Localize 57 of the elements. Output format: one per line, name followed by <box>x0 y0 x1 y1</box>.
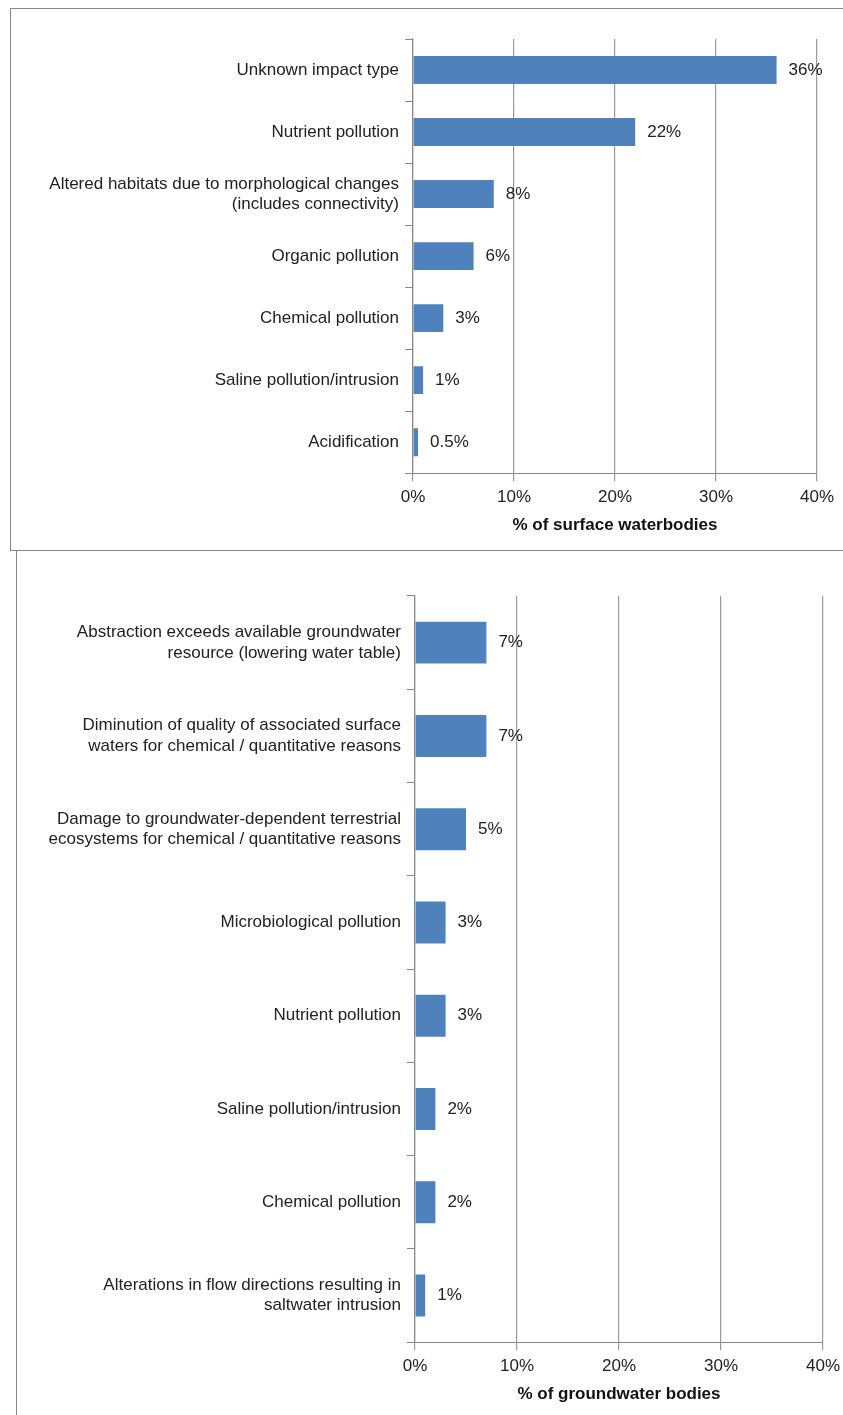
y-tick-label: Damage to groundwater-dependent terrestrial ecosystems for chemical / quantitative reasons <box>48 808 401 849</box>
x-tick-label: 0% <box>402 1356 428 1376</box>
bar <box>413 242 474 271</box>
data-label: 5% <box>478 818 503 838</box>
data-label: 3% <box>457 912 483 932</box>
x-axis-title: % of surface waterbodies <box>512 515 718 535</box>
y-tick-label: Saline pollution/intrusion <box>216 1098 401 1118</box>
bar <box>415 621 487 664</box>
data-label: 22% <box>647 121 682 141</box>
x-tick-label: 10% <box>496 487 532 507</box>
bar <box>415 714 487 757</box>
x-tick-label: 0% <box>400 487 426 507</box>
y-tick-label: Chemical pollution <box>260 307 399 327</box>
y-tick-label: Organic pollution <box>271 245 399 265</box>
y-tick-label: Nutrient pollution <box>273 1005 401 1025</box>
data-label: 1% <box>435 369 460 389</box>
y-tick-label: Microbiological pollution <box>220 912 401 932</box>
data-label: 1% <box>437 1285 462 1305</box>
x-tick-label: 30% <box>703 1356 739 1376</box>
bar <box>413 118 636 146</box>
bar <box>413 366 424 395</box>
y-tick-label: Nutrient pollution <box>271 121 399 141</box>
data-label: 2% <box>447 1191 472 1211</box>
x-tick-label: 10% <box>499 1356 535 1376</box>
data-label: 3% <box>457 1005 483 1025</box>
y-tick-label: Diminution of quality of associated surface waters for chemical / quantitative reasons <box>82 715 401 755</box>
bar <box>413 428 419 457</box>
x-tick-label: 40% <box>805 1356 841 1376</box>
data-label: 36% <box>788 59 823 79</box>
data-label: 7% <box>498 725 523 745</box>
data-label: 8% <box>505 183 531 203</box>
x-axis-title: % of groundwater bodies <box>517 1384 721 1404</box>
bar <box>415 1088 436 1130</box>
bar <box>413 304 444 333</box>
y-tick-label: Abstraction exceeds available groundwater resource (lowering water table) <box>76 622 402 662</box>
y-tick-label: Saline pollution/intrusion <box>214 369 399 389</box>
bar <box>415 994 446 1037</box>
data-label: 6% <box>485 245 511 265</box>
data-label: 3% <box>455 307 480 327</box>
y-tick-label: Chemical pollution <box>262 1191 401 1211</box>
y-tick-label: Alterations in flow directions resulting in saltwater intrusion <box>103 1275 401 1315</box>
bar <box>415 901 446 944</box>
bar <box>413 180 494 209</box>
data-label: 2% <box>447 1098 472 1118</box>
x-tick-label: 20% <box>597 487 633 507</box>
bar <box>415 808 466 851</box>
data-label: 0.5% <box>430 431 469 451</box>
y-tick-label: Acidification <box>308 431 399 451</box>
bar <box>415 1274 426 1317</box>
y-tick-label: Altered habitats due to morphological changes (includes connectivity) <box>49 173 399 213</box>
x-tick-label: 20% <box>601 1356 637 1376</box>
data-label: 7% <box>498 632 523 652</box>
x-tick-label: 40% <box>799 487 835 507</box>
bar <box>415 1181 436 1224</box>
y-tick-label: Unknown impact type <box>236 59 399 79</box>
x-tick-label: 30% <box>698 487 734 507</box>
bar <box>413 56 777 84</box>
